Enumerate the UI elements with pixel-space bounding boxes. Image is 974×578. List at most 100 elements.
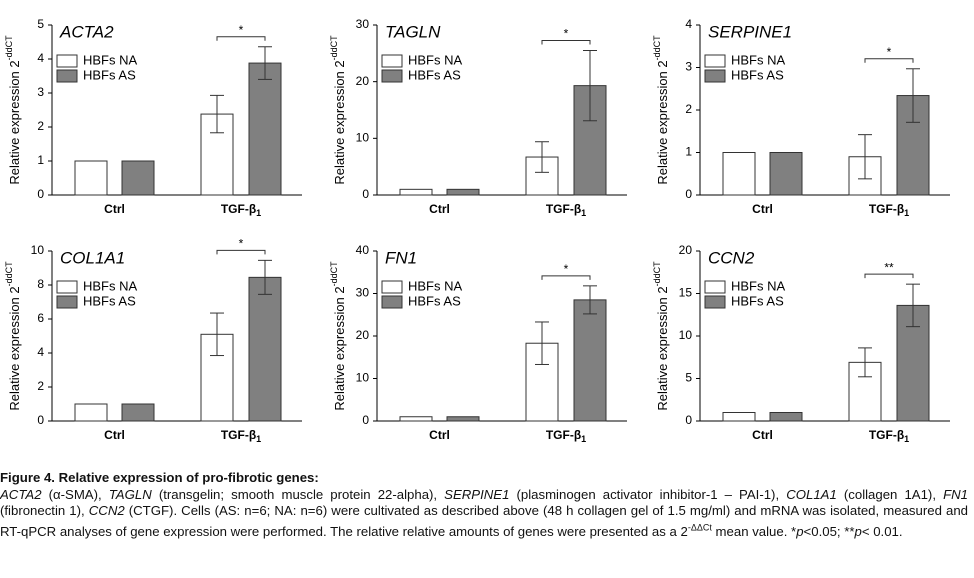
x-tick-label-text: TGF-β — [869, 428, 904, 442]
error-bar — [858, 134, 872, 180]
legend-label: HBFs AS — [83, 67, 136, 82]
y-tick-label: 15 — [679, 286, 693, 300]
legend-swatch — [381, 280, 403, 294]
bar — [74, 160, 108, 196]
caption: Figure 4. Relative expression of pro-fib… — [0, 470, 968, 540]
caption-text: (CTGF). Cells (AS: n=6; NA: n=6) were cu… — [0, 503, 968, 539]
y-tick-label: 5 — [37, 17, 44, 31]
x-tick-label: Ctrl — [104, 428, 125, 442]
legend-swatch — [704, 280, 726, 294]
error-bar — [583, 50, 597, 122]
y-axis-label-text: Relative expression 2 — [655, 60, 670, 184]
legend-label: HBFs AS — [408, 293, 461, 308]
error-bar — [858, 347, 872, 378]
bar — [399, 188, 433, 196]
legend-label: HBFs NA — [731, 278, 786, 293]
x-tick-label-sub: 1 — [581, 208, 586, 218]
y-axis-label-sup: -ddCT — [4, 261, 14, 287]
legend-label: HBFs AS — [731, 293, 784, 308]
chart-title: TAGLN — [385, 22, 441, 41]
legend-label: HBFs NA — [83, 278, 138, 293]
legend-swatch — [704, 295, 726, 309]
caption-text: (plasminogen activator inhibitor-1 – PAI… — [509, 486, 787, 502]
bar — [248, 276, 282, 422]
significance-label: * — [239, 237, 244, 251]
caption-text: SERPINE1 — [444, 486, 510, 502]
caption-text: FN1 — [943, 486, 968, 502]
caption-text: TAGLN — [108, 486, 152, 502]
legend-label: HBFs AS — [731, 67, 784, 82]
caption-text: ACTA2 — [0, 486, 42, 502]
caption-text: CCN2 — [88, 503, 125, 518]
y-axis-label: Relative expression 2-ddCT — [652, 35, 670, 185]
caption-text: (α-SMA), — [41, 486, 109, 502]
x-tick-label-text: TGF-β — [869, 202, 904, 216]
legend-swatch — [56, 54, 78, 68]
y-tick-label: 4 — [685, 17, 692, 31]
legend-swatch — [56, 69, 78, 83]
y-axis-label: Relative expression 2-ddCT — [329, 35, 347, 185]
y-tick-label: 4 — [37, 51, 44, 65]
bar — [446, 188, 480, 196]
y-tick-label: 2 — [37, 379, 44, 393]
x-tick-label: Ctrl — [429, 202, 450, 216]
y-tick-label: 0 — [685, 187, 692, 201]
legend-swatch — [381, 69, 403, 83]
y-axis-label-sup: -ddCT — [329, 35, 339, 61]
legend-label: HBFs NA — [83, 52, 138, 67]
significance-label: ** — [884, 260, 894, 274]
significance-bracket — [541, 40, 591, 45]
error-bar — [583, 285, 597, 315]
error-bar — [210, 94, 224, 134]
y-tick-label: 30 — [356, 286, 370, 300]
y-tick-label: 3 — [37, 85, 44, 99]
y-tick-label: 20 — [356, 328, 370, 342]
caption-text: <0.05; ** — [803, 523, 855, 539]
y-axis-label: Relative expression 2-ddCT — [652, 261, 670, 411]
bar — [121, 403, 155, 422]
bar — [248, 62, 282, 196]
caption-text: p — [796, 523, 804, 539]
significance-label: * — [564, 27, 569, 41]
y-tick-label: 30 — [356, 17, 370, 31]
y-tick-label: 0 — [362, 187, 369, 201]
caption-title: Figure 4. Relative expression of pro-fib… — [0, 470, 319, 485]
y-tick-label: 6 — [37, 311, 44, 325]
legend-swatch — [56, 280, 78, 294]
caption-body: ACTA2 (α-SMA), TAGLN (transgelin; smooth… — [0, 487, 968, 539]
caption-text: (collagen 1A1), — [836, 486, 944, 502]
y-tick-label: 2 — [685, 102, 692, 116]
y-tick-label: 1 — [685, 145, 692, 159]
significance-label: * — [887, 45, 892, 59]
error-bar — [210, 312, 224, 357]
chart-title: COL1A1 — [60, 248, 125, 267]
bar — [573, 299, 607, 422]
y-axis-label-text: Relative expression 2 — [332, 60, 347, 184]
y-tick-label: 5 — [685, 371, 692, 385]
y-tick-label: 10 — [31, 243, 45, 257]
significance-bracket — [216, 36, 266, 41]
caption-text: (fibronectin 1), — [0, 503, 89, 518]
chart-title: ACTA2 — [59, 22, 114, 41]
bar — [722, 412, 756, 422]
bar — [121, 160, 155, 196]
y-tick-label: 3 — [685, 60, 692, 74]
bar — [769, 412, 803, 422]
x-tick-label-sub: 1 — [256, 434, 261, 444]
error-bar — [535, 141, 549, 173]
legend-swatch — [704, 69, 726, 83]
x-tick-label: Ctrl — [429, 428, 450, 442]
y-tick-label: 0 — [37, 413, 44, 427]
significance-bracket — [864, 273, 914, 279]
bar — [74, 403, 108, 422]
y-tick-label: 10 — [356, 371, 370, 385]
y-tick-label: 8 — [37, 277, 44, 291]
bar — [399, 416, 433, 422]
caption-text: p — [854, 523, 862, 539]
error-bar — [258, 259, 272, 295]
y-tick-label: 20 — [356, 74, 370, 88]
x-tick-label: Ctrl — [104, 202, 125, 216]
legend-swatch — [704, 54, 726, 68]
y-tick-label: 0 — [362, 413, 369, 427]
